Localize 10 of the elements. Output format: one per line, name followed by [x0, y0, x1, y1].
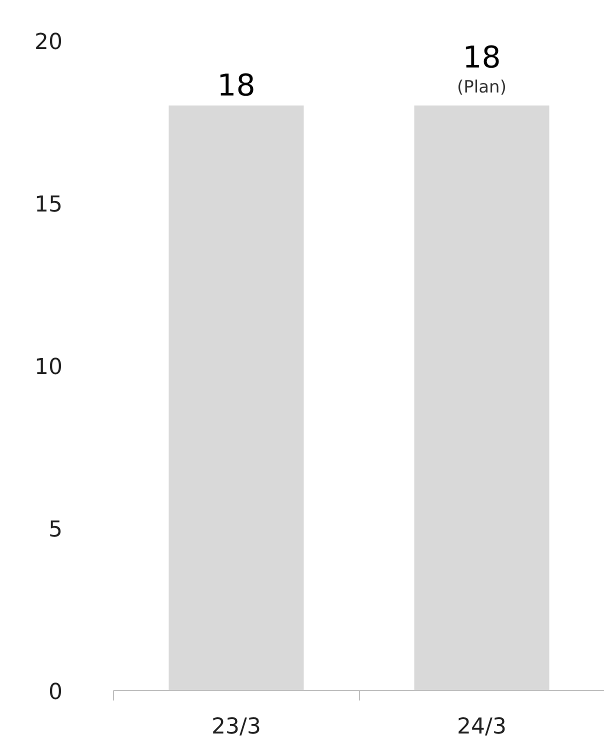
y-tick-label: 20: [34, 30, 63, 55]
data-label: 18: [462, 40, 501, 76]
y-tick-label: 0: [48, 680, 63, 705]
data-label: 18: [217, 68, 256, 104]
annotation: (Plan): [457, 78, 506, 98]
y-tick-label: 10: [34, 355, 63, 380]
y-tick-label: 15: [34, 192, 63, 218]
x-tick-label: 23/3: [212, 714, 261, 740]
y-tick-label: 5: [48, 518, 63, 542]
x-tick-label: 24/3: [457, 714, 506, 740]
